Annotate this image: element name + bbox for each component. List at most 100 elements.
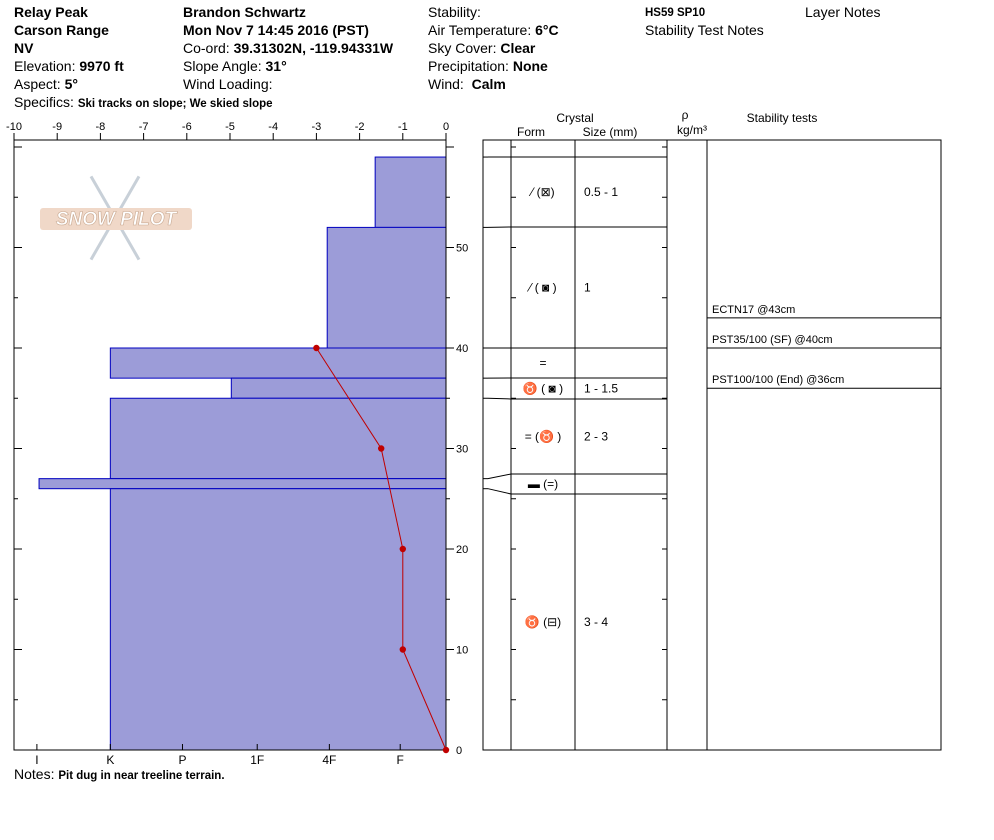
wind-label: Wind:	[428, 76, 464, 92]
sky-label: Sky Cover:	[428, 40, 497, 56]
density-header: ρ	[682, 108, 689, 122]
coord-value: 39.31302N, -119.94331W	[233, 40, 394, 56]
crystal-header: Crystal	[556, 111, 593, 125]
crystal-size: 0.5 - 1	[584, 185, 618, 199]
notes-label: Notes:	[14, 766, 55, 782]
wind: Wind: Calm	[428, 75, 506, 93]
location: Relay Peak	[14, 4, 88, 20]
depth-tick-label: 20	[456, 544, 468, 556]
hardness-tick-label: F	[397, 753, 404, 767]
hardness-layer-bar	[109, 347, 447, 379]
hardness-layer-bar	[109, 397, 447, 480]
air-temp: Air Temperature: 6°C	[428, 21, 559, 39]
stability-test-label: ECTN17 @43cm	[712, 304, 795, 316]
precip-label: Precipitation:	[428, 58, 509, 74]
stability-label: Stability:	[428, 4, 481, 20]
specifics: Specifics: Ski tracks on slope; We skied…	[14, 93, 273, 113]
hardness-tick-label: 1F	[250, 753, 264, 767]
observer: Brandon Schwartz	[183, 4, 306, 20]
precip: Precipitation: None	[428, 57, 548, 75]
depth-connector	[487, 397, 512, 400]
crystal-form: ⁄ ( ◙ )	[526, 281, 556, 295]
state: NV	[14, 40, 34, 56]
temp-tick-label: -4	[268, 121, 278, 133]
crystal-size: 1	[584, 281, 591, 295]
crystal-form: ▬ (=)	[528, 477, 558, 491]
hardness-layer-bar	[230, 377, 447, 399]
crystal-form: = (♉ )	[525, 430, 562, 444]
notes-value: Pit dug in near treeline terrain.	[58, 770, 225, 782]
elevation: Elevation: 9970 ft	[14, 57, 124, 75]
logo-banner	[40, 208, 192, 230]
depth-tick-label: 30	[456, 444, 468, 456]
wind-value: Calm	[471, 76, 506, 92]
stability-test-label: PST100/100 (End) @36cm	[712, 374, 844, 386]
temp-tick-label: -9	[52, 121, 62, 133]
specifics-label: Specifics:	[14, 94, 74, 110]
hardness-layer-bar	[109, 488, 447, 751]
aspect-value: 5°	[64, 76, 78, 92]
sky-value: Clear	[500, 40, 536, 56]
crystal-size: 3 - 4	[584, 615, 608, 629]
crystal-size: 1 - 1.5	[584, 382, 618, 396]
temperature-point	[313, 344, 320, 352]
depth-tick-label: 40	[456, 343, 468, 355]
depth-connector	[487, 473, 512, 480]
slope-label: Slope Angle:	[183, 58, 262, 74]
temp-tick-label: -3	[312, 121, 322, 133]
stability-tests-header: Stability tests	[747, 111, 818, 125]
temperature-point	[399, 545, 406, 553]
aspect: Aspect: 5°	[14, 75, 78, 93]
crystal-form: ⁄ (⊠)	[528, 185, 554, 199]
hardness-layer-bar	[374, 156, 447, 228]
coord: Co-ord: 39.31302N, -119.94331W	[183, 39, 393, 57]
slope-value: 31°	[265, 58, 287, 74]
depth-tick-label: 0	[456, 745, 462, 757]
density-unit: kg/m³	[677, 123, 707, 137]
hardness-layer-bar	[38, 478, 447, 490]
datetime: Mon Nov 7 14:45 2016 (PST)	[183, 22, 369, 38]
hs-sp: HS59 SP10	[645, 7, 706, 19]
range: Carson Range	[14, 22, 109, 38]
air-temp-value: 6°C	[535, 22, 559, 38]
size-header: Size (mm)	[583, 125, 638, 139]
crystal-form: =	[539, 356, 546, 370]
temp-tick-label: -8	[96, 121, 106, 133]
temperature-point	[399, 646, 406, 653]
elevation-value: 9970 ft	[79, 58, 124, 74]
crystal-form: ♉ (⊟)	[525, 615, 561, 629]
hardness-tick-label: 4F	[322, 753, 336, 767]
air-temp-label: Air Temperature:	[428, 22, 532, 38]
table-frame	[482, 139, 942, 751]
temp-tick-label: -10	[6, 121, 22, 133]
layer-notes: Layer Notes	[805, 4, 881, 20]
stability-test-label: PST35/100 (SF) @40cm	[712, 334, 833, 346]
hardness-tick-label: P	[178, 753, 186, 767]
temp-tick-label: -5	[225, 121, 235, 133]
depth-tick-label: 50	[456, 243, 468, 255]
hardness-tick-label: K	[106, 753, 114, 767]
hardness-layer-bar	[326, 226, 447, 349]
crystal-size: 2 - 3	[584, 430, 608, 444]
stability-test-notes: Stability Test Notes	[645, 22, 764, 38]
logo-text: SNOW PILOT	[56, 209, 178, 230]
temp-tick-label: -7	[139, 121, 149, 133]
depth-tick-label: 10	[456, 645, 468, 657]
aspect-label: Aspect:	[14, 76, 61, 92]
notes: Notes: Pit dug in near treeline terrain.	[14, 765, 225, 785]
wind-loading-label: Wind Loading:	[183, 76, 273, 92]
precip-value: None	[512, 58, 548, 74]
elevation-label: Elevation:	[14, 58, 76, 74]
sky: Sky Cover: Clear	[428, 39, 535, 57]
temp-tick-label: -2	[355, 121, 365, 133]
temp-tick-label: 0	[443, 121, 449, 133]
crystal-form: ♉ ( ◙ )	[523, 382, 563, 396]
temperature-point	[442, 746, 450, 754]
slope: Slope Angle: 31°	[183, 57, 287, 75]
depth-connector	[487, 488, 512, 495]
temp-tick-label: -6	[182, 121, 192, 133]
form-header: Form	[517, 125, 545, 139]
temperature-point	[378, 445, 385, 452]
